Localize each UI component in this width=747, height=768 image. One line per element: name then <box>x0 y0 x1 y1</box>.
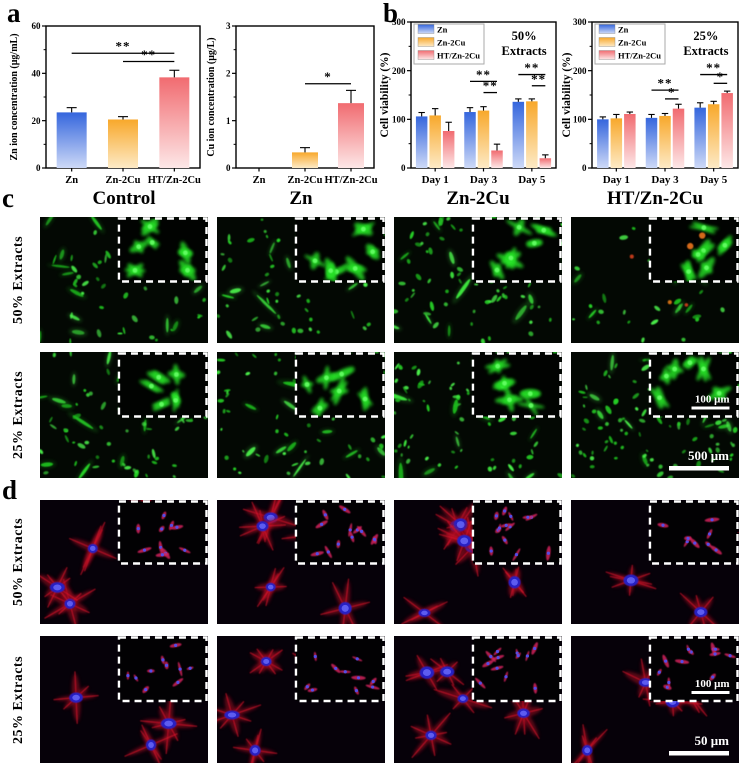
micrograph-d-50-zn <box>217 500 385 624</box>
micrograph-c-50-zn2cu <box>394 217 562 343</box>
svg-text:**: ** <box>531 71 546 86</box>
chart-cu-ion-concentration: 0 1 2 3 Cu ion concentration (μg/L) Zn Zn-2Cu H… <box>206 21 378 186</box>
svg-text:**: ** <box>141 47 156 62</box>
svg-text:50 μm: 50 μm <box>695 733 730 748</box>
svg-text:0: 0 <box>582 163 587 173</box>
column-header-zn: Zn <box>289 188 313 209</box>
panel-d-label: d <box>2 475 18 505</box>
svg-text:100 μm: 100 μm <box>695 394 730 406</box>
svg-text:*: * <box>324 69 332 84</box>
svg-text:Cu ion concentration (μg/L): Cu ion concentration (μg/L) <box>206 37 217 156</box>
svg-text:60: 60 <box>32 21 42 31</box>
svg-text:Zn: Zn <box>618 25 629 35</box>
row-label-c-50-extracts: 50% Extracts <box>11 235 27 325</box>
micrograph-c-50-control <box>40 217 208 343</box>
row-label-c-25-extracts: 25% Extracts <box>11 370 27 460</box>
column-header-ht-zn2cu: HT/Zn-2Cu <box>606 188 704 209</box>
micrograph-c-50-zn <box>217 217 385 343</box>
svg-text:*: * <box>668 84 676 99</box>
svg-text:20: 20 <box>32 116 42 126</box>
svg-text:0: 0 <box>226 163 231 173</box>
svg-text:300: 300 <box>392 17 406 27</box>
svg-text:**: ** <box>524 60 539 75</box>
svg-text:500 μm: 500 μm <box>688 448 729 463</box>
svg-text:Extracts: Extracts <box>502 44 547 58</box>
svg-text:Day 5: Day 5 <box>518 174 546 186</box>
chart-cell-viability-50: 0 100 200 300 Cell viability (%) Day 1 Day 3 Da… <box>379 17 557 186</box>
svg-text:HT/Zn-2Cu: HT/Zn-2Cu <box>324 175 377 186</box>
micrograph-d-25-control <box>40 636 208 763</box>
micrograph-c-25-zn <box>217 352 385 478</box>
row-label-d-50-extracts: 50% Extracts <box>11 517 27 607</box>
micrograph-c-50-ht-zn2cu <box>571 217 739 343</box>
micrograph-d-50-control <box>40 500 208 624</box>
svg-text:0: 0 <box>36 163 41 173</box>
micrograph-c-25-zn2cu <box>394 352 562 478</box>
svg-text:300: 300 <box>573 17 587 27</box>
svg-text:Zn-2Cu: Zn-2Cu <box>618 38 647 48</box>
svg-text:2: 2 <box>226 69 231 79</box>
svg-text:0: 0 <box>401 163 406 173</box>
micrograph-d-50-zn2cu <box>394 500 562 624</box>
svg-text:Cell viability (%): Cell viability (%) <box>562 52 573 137</box>
micrograph-d-25-zn <box>217 636 385 763</box>
svg-text:200: 200 <box>392 66 406 76</box>
svg-text:50%: 50% <box>512 29 537 43</box>
column-header-zn2cu: Zn-2Cu <box>446 188 510 209</box>
svg-text:Zn-2Cu: Zn-2Cu <box>287 175 322 186</box>
svg-text:25%: 25% <box>693 29 718 43</box>
svg-text:Zn ion concentration (μg/mL): Zn ion concentration (μg/mL) <box>9 33 20 160</box>
svg-text:1: 1 <box>226 116 231 126</box>
svg-text:**: ** <box>483 78 498 93</box>
svg-text:**: ** <box>476 67 491 82</box>
chart-cell-viability-25: 0 100 200 300 Cell viability (%) Day 1 Day 3 Da… <box>562 17 739 186</box>
micrograph-d-25-zn2cu <box>394 636 562 763</box>
svg-text:**: ** <box>706 60 721 75</box>
svg-text:*: * <box>717 69 725 84</box>
svg-text:100: 100 <box>573 115 587 125</box>
svg-text:HT/Zn-2Cu: HT/Zn-2Cu <box>148 175 201 186</box>
svg-text:Zn: Zn <box>437 25 448 35</box>
micrograph-c-25-ht-zn2cu: 100 μm 500 μm <box>571 352 739 478</box>
svg-text:HT/Zn-2Cu: HT/Zn-2Cu <box>437 51 480 61</box>
svg-text:Zn: Zn <box>65 175 78 186</box>
svg-text:3: 3 <box>226 21 231 31</box>
svg-text:200: 200 <box>573 66 587 76</box>
column-header-control: Control <box>92 188 156 209</box>
micrograph-d-50-ht-zn2cu <box>571 500 739 624</box>
panel-b-label: b <box>383 0 399 28</box>
row-label-d-25-extracts: 25% Extracts <box>11 655 27 744</box>
chart-zn-ion-concentration: 0 20 40 60 Zn ion concentration (μg/mL) Zn Zn-… <box>9 21 201 186</box>
svg-text:HT/Zn-2Cu: HT/Zn-2Cu <box>618 51 661 61</box>
svg-text:Day 1: Day 1 <box>603 174 630 186</box>
panel-c-label: c <box>2 183 14 213</box>
svg-text:**: ** <box>658 76 673 91</box>
svg-text:100: 100 <box>392 115 406 125</box>
svg-text:Zn-2Cu: Zn-2Cu <box>437 38 466 48</box>
svg-text:Cell viability (%): Cell viability (%) <box>379 52 391 137</box>
svg-text:100 μm: 100 μm <box>695 678 730 690</box>
svg-text:40: 40 <box>32 69 42 79</box>
svg-text:Day 3: Day 3 <box>470 174 498 186</box>
svg-text:Day 1: Day 1 <box>422 174 449 186</box>
micrograph-d-25-ht-zn2cu: 100 μm 50 μm <box>571 636 739 763</box>
svg-text:**: ** <box>116 39 131 54</box>
svg-text:Day 3: Day 3 <box>651 174 679 186</box>
svg-text:Extracts: Extracts <box>683 44 728 58</box>
panel-a-label: a <box>7 0 21 28</box>
svg-text:Zn: Zn <box>253 175 266 186</box>
svg-text:Day 5: Day 5 <box>700 174 728 186</box>
svg-text:Zn-2Cu: Zn-2Cu <box>105 175 140 186</box>
micrograph-c-25-control <box>40 352 208 478</box>
